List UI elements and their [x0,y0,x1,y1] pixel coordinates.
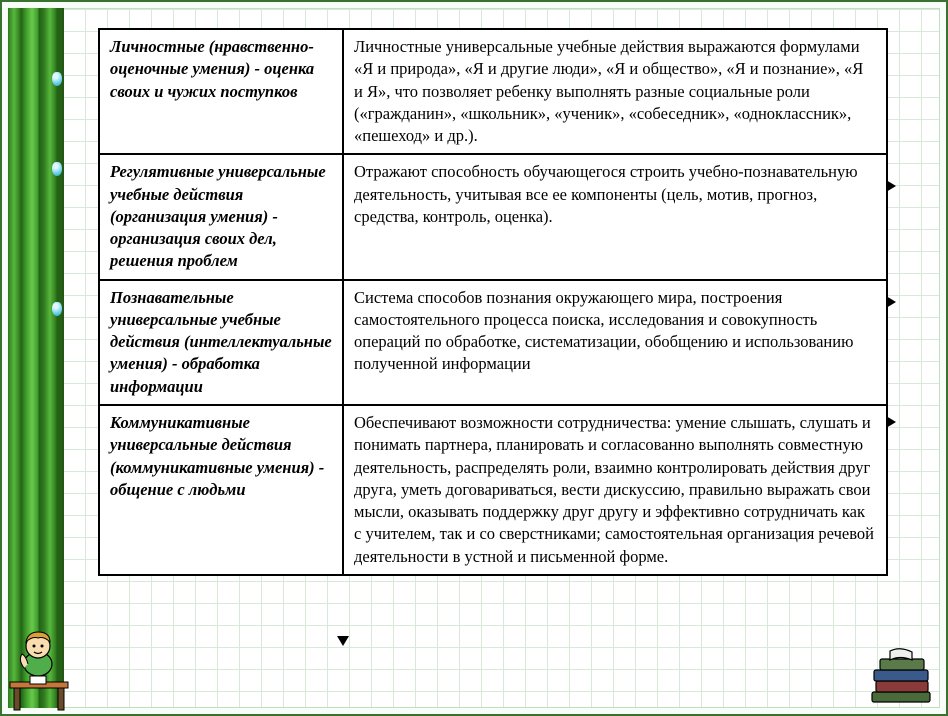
row-body: Обеспечивают возможности сотрудничества:… [343,405,887,575]
row-heading: Коммуникативные универсальные действия (… [99,405,343,575]
table-row: Регулятивные универсальные учебные дейст… [99,154,887,279]
arrow-right-icon [886,416,896,428]
stacked-books-icon [866,648,936,706]
water-droplet-icon [52,72,62,86]
row-body: Личностные универсальные учебные действи… [343,29,887,154]
bamboo-left-border [8,8,64,708]
arrow-right-icon [886,180,896,192]
row-heading: Регулятивные универсальные учебные дейст… [99,154,343,279]
table-row: Коммуникативные универсальные действия (… [99,405,887,575]
table-row: Личностные (нравственно-оценочные умения… [99,29,887,154]
student-at-desk-icon [4,620,84,712]
table-row: Познавательные универсальные учебные дей… [99,280,887,405]
arrow-down-icon [337,636,349,646]
row-heading: Личностные (нравственно-оценочные умения… [99,29,343,154]
row-body: Система способов познания окружающего ми… [343,280,887,405]
uud-table: Личностные (нравственно-оценочные умения… [98,28,888,576]
water-droplet-icon [52,302,62,316]
content-table-container: Личностные (нравственно-оценочные умения… [98,28,888,576]
row-heading: Познавательные универсальные учебные дей… [99,280,343,405]
arrow-right-icon [886,296,896,308]
water-droplet-icon [52,162,62,176]
slide-frame: Личностные (нравственно-оценочные умения… [0,0,948,716]
row-body: Отражают способность обучающегося строит… [343,154,887,279]
